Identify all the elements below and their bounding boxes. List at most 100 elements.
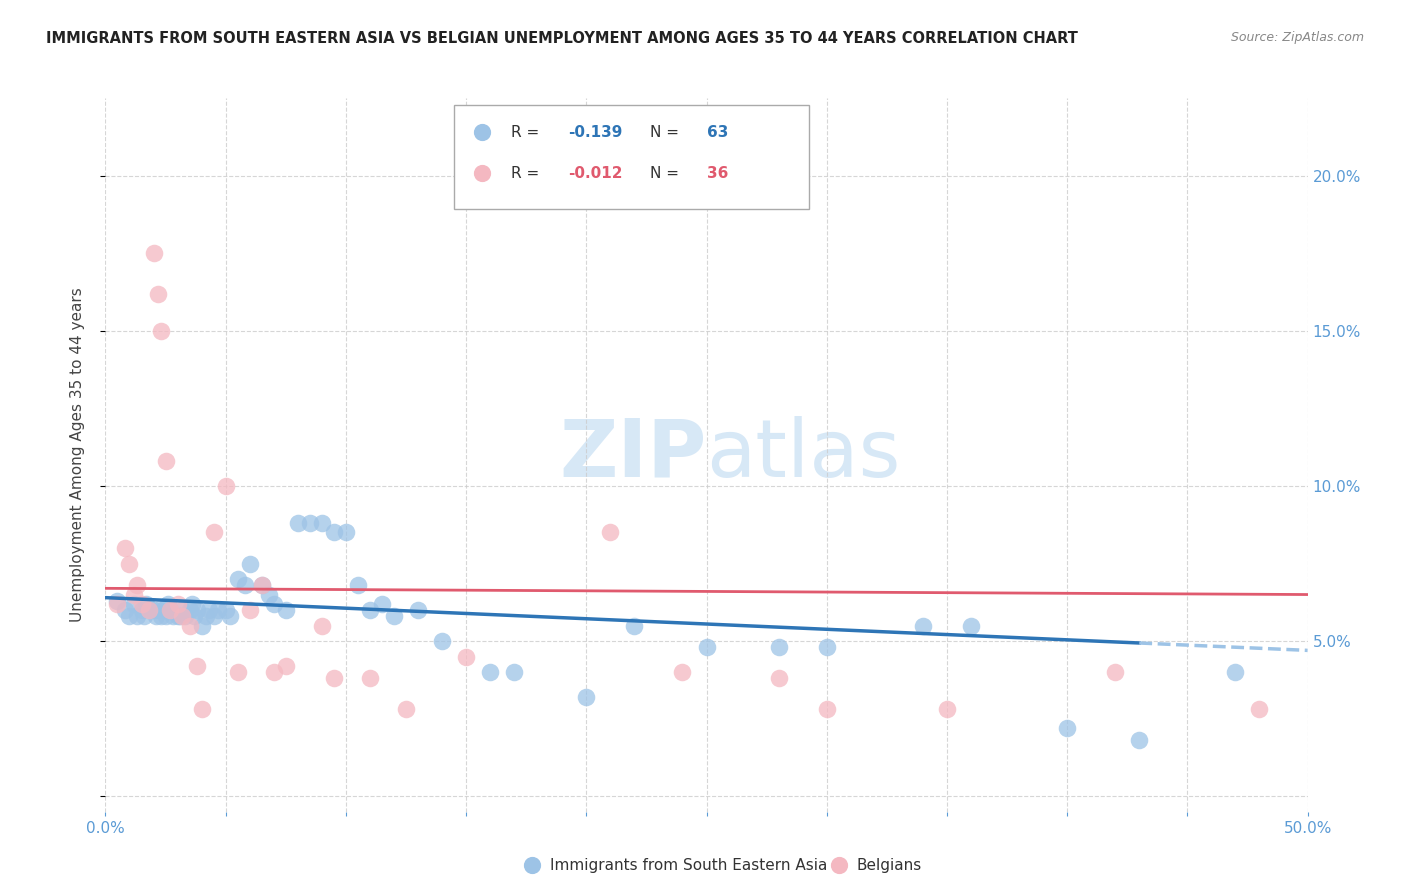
Point bbox=[214, 603, 236, 617]
Point bbox=[322, 525, 344, 540]
Point bbox=[274, 659, 297, 673]
Point bbox=[169, 609, 191, 624]
Text: R =: R = bbox=[510, 166, 544, 180]
Point bbox=[149, 609, 172, 624]
Point bbox=[190, 618, 212, 632]
Point bbox=[1056, 721, 1078, 735]
Point bbox=[149, 324, 172, 338]
Point bbox=[131, 603, 153, 617]
Point bbox=[226, 572, 249, 586]
Point bbox=[173, 609, 195, 624]
Point bbox=[768, 640, 790, 655]
Point bbox=[359, 603, 381, 617]
Point bbox=[131, 597, 153, 611]
Point bbox=[274, 603, 297, 617]
Text: -0.012: -0.012 bbox=[568, 166, 623, 180]
Point bbox=[179, 618, 201, 632]
Point bbox=[406, 603, 429, 617]
Text: -0.139: -0.139 bbox=[568, 125, 623, 140]
Point bbox=[155, 454, 177, 468]
Point bbox=[1249, 702, 1271, 716]
Point bbox=[159, 603, 181, 617]
Point bbox=[479, 665, 502, 679]
Point bbox=[936, 702, 959, 716]
Point bbox=[575, 690, 598, 704]
Point bbox=[202, 609, 225, 624]
Point bbox=[172, 603, 194, 617]
Point bbox=[250, 578, 273, 592]
Point bbox=[1128, 733, 1150, 747]
Point bbox=[298, 516, 321, 531]
Text: 63: 63 bbox=[707, 125, 728, 140]
Point bbox=[138, 603, 160, 617]
Point bbox=[960, 618, 983, 632]
Point bbox=[768, 671, 790, 685]
Point bbox=[395, 702, 418, 716]
Point bbox=[124, 588, 146, 602]
Point bbox=[287, 516, 309, 531]
Point bbox=[156, 597, 179, 611]
Point bbox=[107, 593, 129, 607]
Point bbox=[145, 609, 167, 624]
Y-axis label: Unemployment Among Ages 35 to 44 years: Unemployment Among Ages 35 to 44 years bbox=[70, 287, 84, 623]
Point bbox=[107, 597, 129, 611]
Point bbox=[132, 609, 155, 624]
Text: Belgians: Belgians bbox=[856, 858, 922, 872]
Point bbox=[207, 603, 229, 617]
Text: Source: ZipAtlas.com: Source: ZipAtlas.com bbox=[1230, 31, 1364, 45]
Point bbox=[454, 649, 477, 664]
Point bbox=[114, 603, 136, 617]
Point bbox=[148, 603, 170, 617]
Point bbox=[198, 603, 221, 617]
Point bbox=[186, 659, 208, 673]
Point bbox=[214, 479, 236, 493]
Point bbox=[311, 618, 333, 632]
Point bbox=[322, 671, 344, 685]
Point bbox=[142, 603, 165, 617]
Text: atlas: atlas bbox=[707, 416, 901, 494]
Point bbox=[195, 609, 218, 624]
Point bbox=[382, 609, 405, 624]
Point bbox=[347, 578, 370, 592]
Point bbox=[239, 557, 262, 571]
Point bbox=[125, 578, 148, 592]
Text: R =: R = bbox=[510, 125, 544, 140]
Point bbox=[142, 246, 165, 260]
Point bbox=[159, 603, 181, 617]
Point bbox=[181, 597, 204, 611]
Point bbox=[190, 702, 212, 716]
Text: IMMIGRANTS FROM SOUTH EASTERN ASIA VS BELGIAN UNEMPLOYMENT AMONG AGES 35 TO 44 Y: IMMIGRANTS FROM SOUTH EASTERN ASIA VS BE… bbox=[46, 31, 1078, 46]
Point bbox=[233, 578, 256, 592]
Point bbox=[155, 609, 177, 624]
Point bbox=[599, 525, 621, 540]
Point bbox=[148, 286, 170, 301]
Point bbox=[671, 665, 693, 679]
Text: N =: N = bbox=[650, 166, 683, 180]
Point bbox=[166, 597, 188, 611]
Text: 36: 36 bbox=[707, 166, 728, 180]
Point bbox=[138, 603, 160, 617]
Point bbox=[124, 597, 146, 611]
Point bbox=[359, 671, 381, 685]
Point bbox=[250, 578, 273, 592]
FancyBboxPatch shape bbox=[454, 105, 808, 209]
Point bbox=[179, 603, 201, 617]
Point bbox=[219, 609, 242, 624]
Text: N =: N = bbox=[650, 125, 683, 140]
Point bbox=[125, 609, 148, 624]
Point bbox=[183, 609, 205, 624]
Point bbox=[239, 603, 262, 617]
Point bbox=[503, 665, 526, 679]
Point bbox=[1225, 665, 1247, 679]
Point bbox=[696, 640, 718, 655]
Point bbox=[226, 665, 249, 679]
Point bbox=[263, 597, 285, 611]
Point bbox=[311, 516, 333, 531]
Point bbox=[162, 609, 184, 624]
Point bbox=[152, 603, 174, 617]
Point bbox=[623, 618, 645, 632]
Point bbox=[335, 525, 357, 540]
Point bbox=[911, 618, 934, 632]
Point bbox=[118, 557, 141, 571]
Point bbox=[172, 609, 194, 624]
